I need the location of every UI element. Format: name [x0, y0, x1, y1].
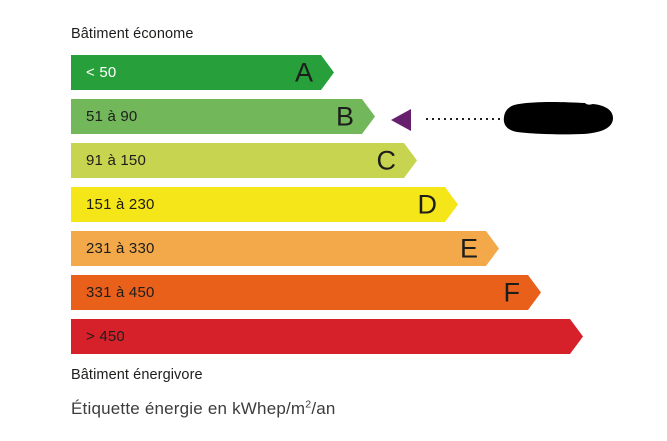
bar-class-letter-e: E	[459, 233, 478, 263]
bar-range-label-b: 51 à 90	[86, 108, 138, 125]
bar-shape-c	[71, 143, 417, 178]
class-pointer-dotted-line	[426, 118, 502, 120]
bar-shape-a	[71, 55, 334, 90]
redacted-value-blob	[503, 102, 614, 135]
bar-class-letter-d: D	[417, 189, 438, 219]
bar-shape-f	[71, 275, 541, 310]
bar-class-letter-f: F	[503, 277, 521, 307]
label-economical-building: Bâtiment économe	[71, 26, 194, 42]
bar-range-label-f: 331 à 450	[86, 284, 155, 301]
bar-range-label-e: 231 à 330	[86, 240, 155, 257]
bar-range-label-c: 91 à 150	[86, 152, 146, 169]
bar-shape-d	[71, 187, 458, 222]
energy-unit-exponent: 2	[305, 398, 312, 411]
energy-class-bar-g: > 450	[71, 319, 583, 354]
energy-unit-suffix: /an	[311, 399, 336, 418]
bar-class-letter-a: A	[294, 57, 313, 87]
bar-shape-g	[71, 319, 583, 354]
bar-range-label-d: 151 à 230	[86, 196, 155, 213]
energy-class-bar-b: 51 à 90 B	[71, 99, 375, 134]
bar-shape-b	[71, 99, 375, 134]
energy-class-bar-d: 151 à 230 D	[71, 187, 458, 222]
energy-class-bar-c: 91 à 150 C	[71, 143, 417, 178]
energy-class-bar-e: 231 à 330 E	[71, 231, 499, 266]
bar-class-letter-c: C	[376, 145, 397, 175]
bar-shape-e	[71, 231, 499, 266]
class-pointer-triangle-icon	[391, 109, 411, 131]
energy-class-bar-a: < 50 A	[71, 55, 334, 90]
energy-unit-prefix: Étiquette énergie en kWhep/m	[71, 399, 306, 418]
bar-range-label-a: < 50	[86, 64, 117, 81]
bar-range-label-g: > 450	[86, 328, 125, 345]
label-energy-unit: Étiquette énergie en kWhep/m2/an	[71, 399, 336, 419]
bar-class-letter-b: B	[335, 101, 354, 131]
energy-class-bar-f: 331 à 450 F	[71, 275, 541, 310]
label-energy-intensive-building: Bâtiment énergivore	[71, 367, 203, 383]
